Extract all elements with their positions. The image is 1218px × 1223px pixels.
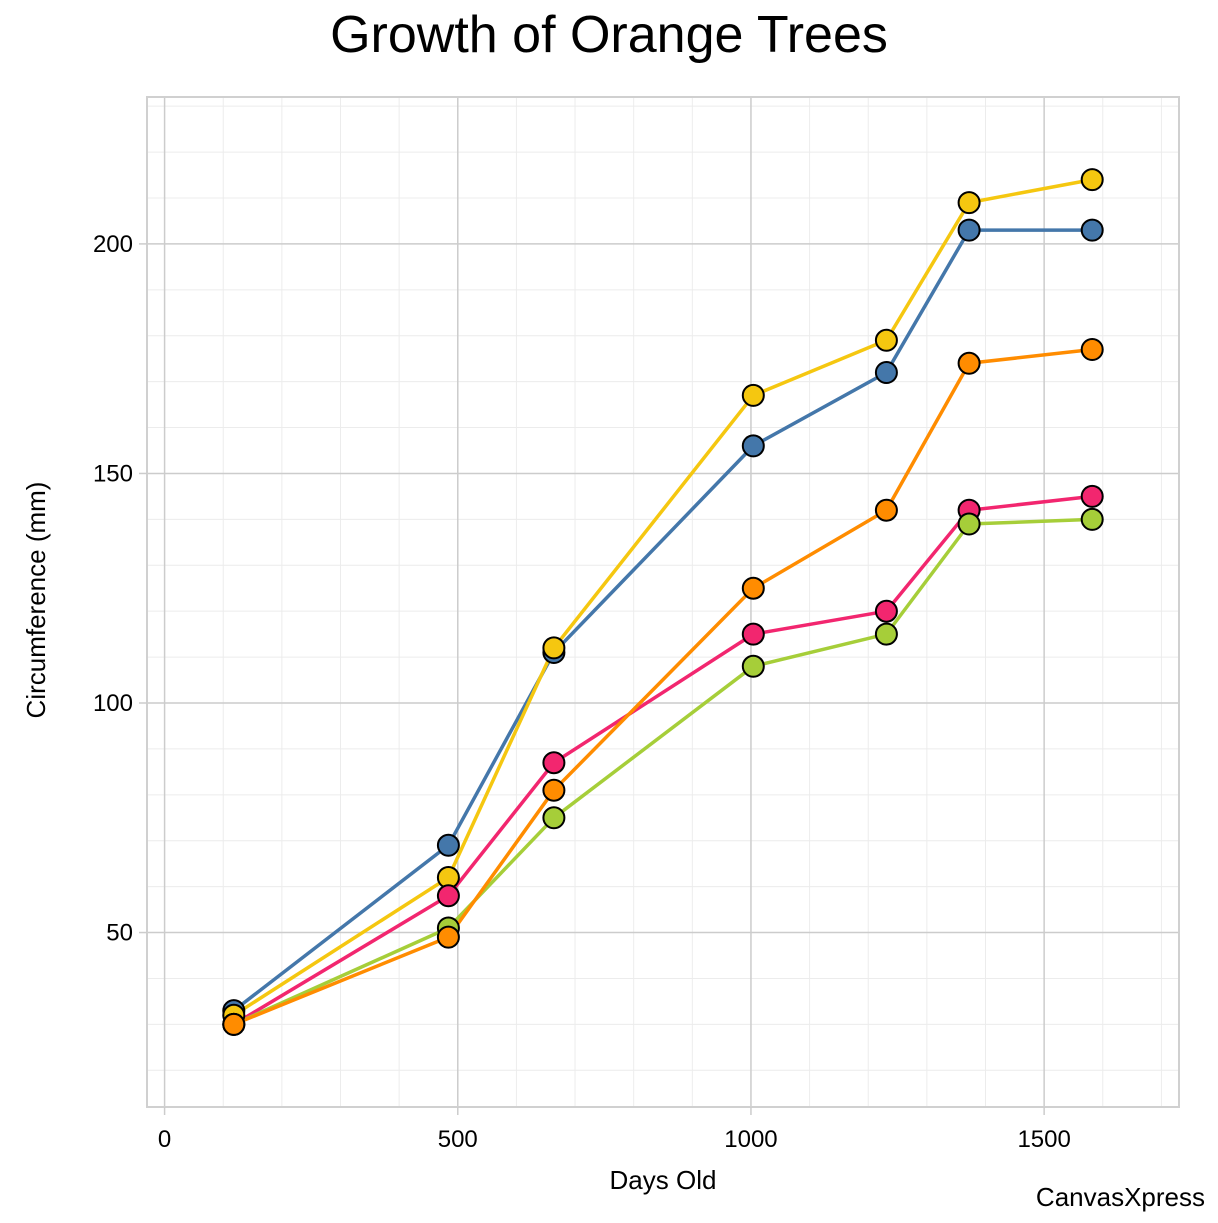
series-2-point <box>542 636 566 660</box>
series-4-point <box>1080 507 1104 531</box>
x-tick-label: 1000 <box>724 1126 777 1153</box>
y-axis-label: Circumference (mm) <box>21 482 51 719</box>
series-1-point <box>436 833 460 857</box>
series-3-point <box>1080 484 1104 508</box>
series-points <box>222 168 1104 1036</box>
series-2-point <box>957 191 981 215</box>
series-lines <box>232 177 1093 1027</box>
series-2-point <box>874 328 898 352</box>
y-tick-label: 150 <box>93 460 133 487</box>
series-5-point <box>1080 338 1104 361</box>
series-1-point <box>957 218 981 242</box>
series-line-2 <box>232 177 1093 1017</box>
series-3-point <box>436 884 460 908</box>
y-tick-label: 50 <box>106 920 133 947</box>
series-5-point <box>874 498 898 522</box>
series-4-point <box>542 806 566 830</box>
chart-title: Growth of Orange Trees <box>330 6 888 64</box>
series-3-point <box>542 751 566 775</box>
series-3-point <box>874 599 898 623</box>
series-5-point <box>222 1012 246 1036</box>
series-line-1 <box>232 228 1093 1012</box>
series-1-point <box>874 361 898 384</box>
series-4-point <box>874 622 898 646</box>
series-5-point <box>436 925 460 949</box>
x-tick-label: 0 <box>158 1126 171 1153</box>
series-5-point <box>957 351 981 375</box>
series-2-point <box>1080 168 1104 192</box>
grid <box>147 97 1179 1107</box>
y-tick-label: 200 <box>93 231 133 258</box>
series-4-point <box>741 654 765 678</box>
series-1-point <box>1080 218 1104 242</box>
series-4-point <box>957 512 981 536</box>
series-1-point <box>741 434 765 458</box>
series-5-point <box>542 778 566 802</box>
x-tick-label: 1500 <box>1017 1126 1070 1153</box>
series-line-3 <box>232 494 1093 1026</box>
plot-frame <box>146 96 1180 1108</box>
series-line-5 <box>233 347 1093 1027</box>
series-2-point <box>741 383 765 407</box>
series-3-point <box>741 622 765 646</box>
x-axis-label: Days Old <box>610 1165 717 1195</box>
x-tick-label: 500 <box>438 1126 478 1153</box>
series-5-point <box>741 576 765 600</box>
axis-ticks: 0 500 1000 1500 50 100 150 200 <box>93 231 1071 1153</box>
watermark-text: CanvasXpress <box>1036 1182 1205 1212</box>
y-tick-label: 100 <box>93 690 133 717</box>
